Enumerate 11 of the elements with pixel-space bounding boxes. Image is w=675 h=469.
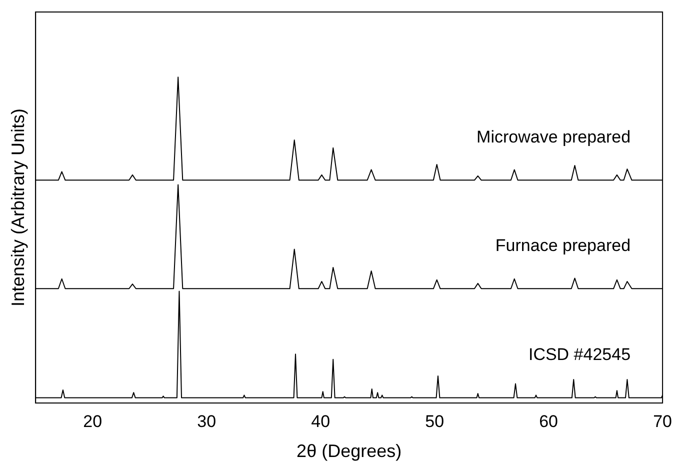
x-tick-label: 50 <box>425 412 444 431</box>
x-tick-label: 40 <box>311 412 330 431</box>
x-tick-label: 20 <box>83 412 102 431</box>
y-axis-title: Intensity (Arbitrary Units) <box>8 108 28 307</box>
x-tick-label: 60 <box>539 412 558 431</box>
x-tick-label: 30 <box>197 412 216 431</box>
x-axis-title: 2θ (Degrees) <box>296 441 402 462</box>
series-label: ICSD #42545 <box>528 344 631 364</box>
x-tick-label: 70 <box>653 412 672 431</box>
series-label: Furnace prepared <box>495 236 631 255</box>
series-label: Microwave prepared <box>476 127 631 146</box>
